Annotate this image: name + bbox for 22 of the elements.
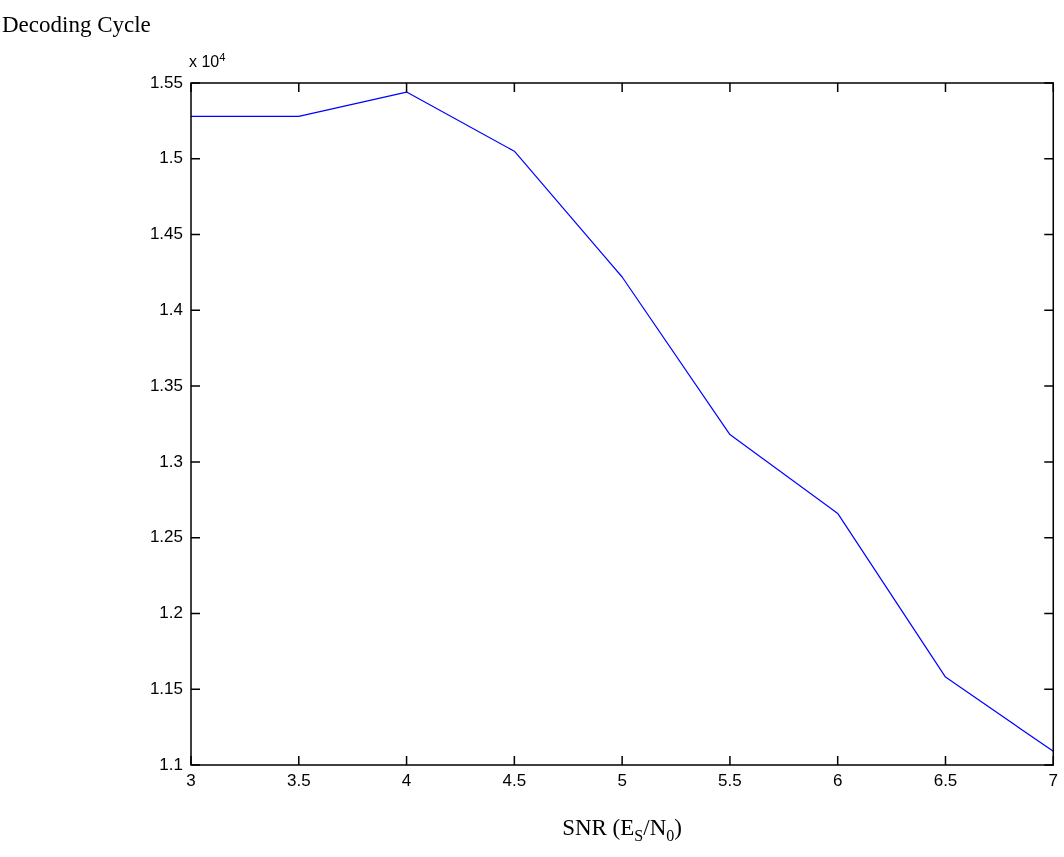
y-tick-label: 1.25: [149, 527, 183, 547]
x-axis-title: SNR (E$_{S}$/N$_{0}$): [562, 815, 682, 845]
x-tick-label: 3.5: [286, 770, 311, 790]
y-tick-label: 1.55: [149, 72, 183, 92]
y-tick-label: 1.3: [159, 451, 183, 471]
y-tick-label: 1.2: [159, 603, 183, 623]
x-tick-label: 6: [832, 770, 843, 790]
y-tick-label: 1.4: [159, 300, 183, 320]
x-tick-label: 4.5: [502, 770, 527, 790]
y-tick-label: 1.1: [159, 754, 183, 774]
y-tick-label: 1.5: [159, 148, 183, 168]
y-tick-label: 1.45: [149, 224, 183, 244]
x-tick-label: 3: [186, 770, 196, 790]
x-tick-label: 5.5: [718, 770, 742, 790]
x-tick-label: 6.5: [933, 770, 958, 790]
y-axis-title: Decoding Cycle: [2, 12, 151, 38]
x-tick-label: 5: [617, 770, 627, 790]
y-tick-label: 1.15: [149, 678, 183, 698]
x-tick-label: 4: [401, 770, 412, 790]
text: x 10$^{4}$: [189, 51, 226, 72]
y-tick-label: 1.35: [149, 375, 183, 395]
x-tick-label: 7: [1048, 770, 1059, 790]
